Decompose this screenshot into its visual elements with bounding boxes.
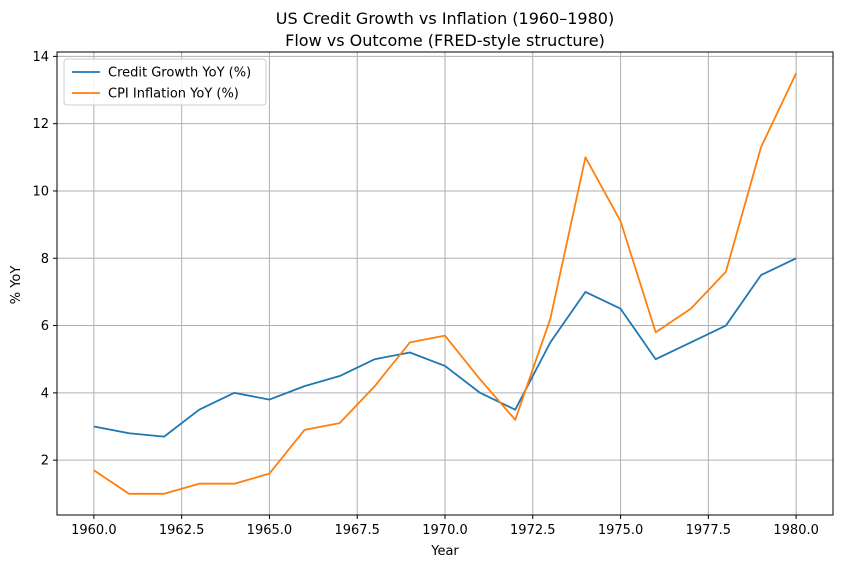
- x-tick-label: 1977.5: [686, 523, 732, 538]
- x-tick-label: 1980.0: [773, 523, 819, 538]
- y-tick-label: 8: [41, 252, 49, 267]
- series-layer: [93, 72, 797, 495]
- x-tick-label: 1960.0: [71, 523, 117, 538]
- y-tick-label: 6: [41, 319, 49, 334]
- x-tick-label: 1975.0: [598, 523, 644, 538]
- x-tick-label: 1965.0: [247, 523, 293, 538]
- x-axis: 1960.0 1962.5 1965.0 1967.5 1970.0 1972.5 1975…: [71, 515, 819, 538]
- x-tick-label: 1970.0: [422, 523, 468, 538]
- x-tick-label: 1962.5: [159, 523, 205, 538]
- y-tick-label: 4: [41, 386, 49, 401]
- series-line: [93, 72, 797, 495]
- legend-label: CPI Inflation YoY (%): [108, 87, 239, 102]
- x-axis-label: Year: [430, 544, 459, 559]
- y-axis-label: % YoY: [9, 266, 24, 305]
- x-tick-label: 1967.5: [334, 523, 380, 538]
- chart-title: US Credit Growth vs Inflation (1960–1980…: [276, 9, 614, 28]
- y-tick-label: 14: [32, 50, 49, 65]
- legend-box: [63, 58, 267, 106]
- grid-lines: [57, 52, 833, 515]
- y-tick-label: 12: [32, 117, 49, 132]
- chart-subtitle: Flow vs Outcome (FRED-style structure): [285, 31, 605, 50]
- y-tick-label: 2: [41, 454, 49, 469]
- y-tick-label: 10: [32, 184, 49, 199]
- legend: Credit Growth YoY (%) CPI Inflation YoY (…: [63, 58, 267, 106]
- x-tick-label: 1972.5: [510, 523, 556, 538]
- legend-label: Credit Growth YoY (%): [108, 66, 251, 81]
- series-line: [93, 257, 797, 438]
- y-axis: 2 4 6 8 10 12 14: [32, 50, 57, 469]
